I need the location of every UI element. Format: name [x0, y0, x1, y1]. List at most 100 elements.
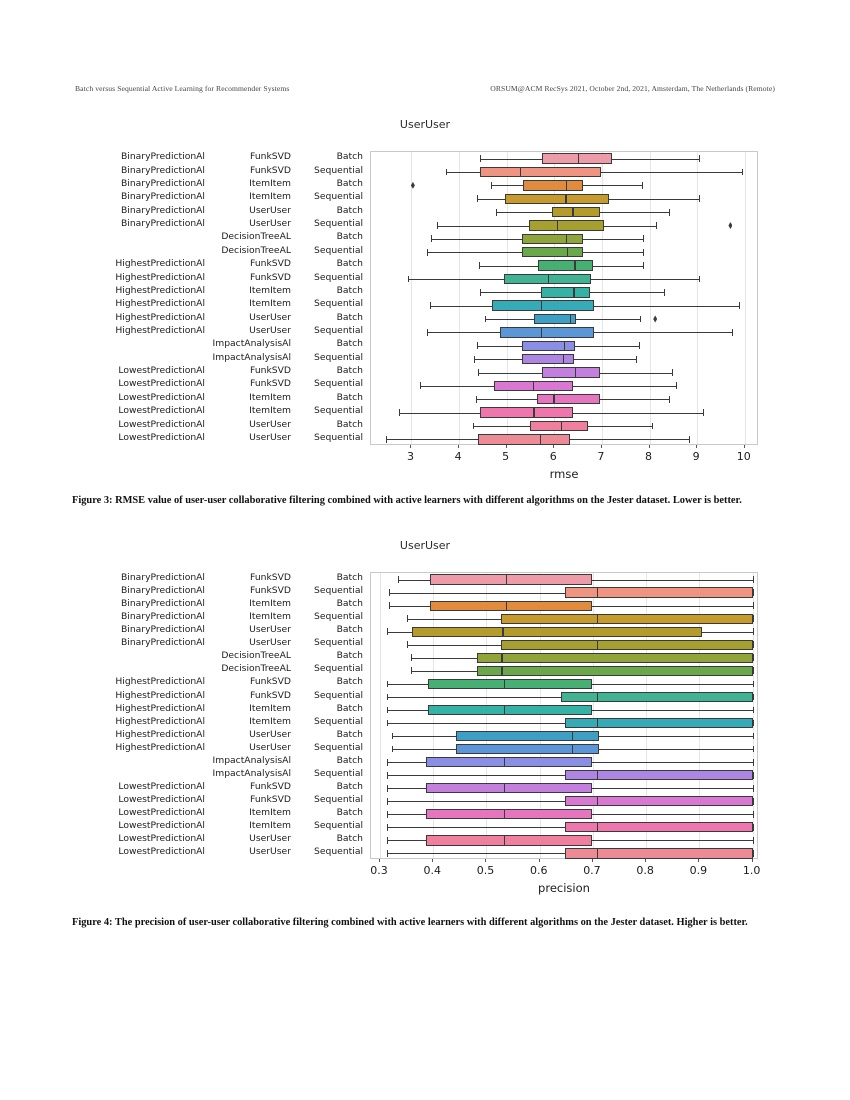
box-iqr [480, 407, 574, 418]
x-tick-mark [698, 859, 700, 862]
median-line [566, 247, 568, 258]
x-gridline [649, 152, 651, 444]
whisker-cap-high [739, 302, 740, 310]
y-label-part-3: Sequential [314, 846, 363, 858]
x-tick-mark [379, 859, 381, 862]
whisker-low [397, 579, 430, 581]
whisker-cap-low [386, 837, 388, 844]
box-iqr [542, 367, 600, 378]
figure-3: UserUser BinaryPredictionAl FunkSVD Batch B… [0, 118, 850, 481]
box-plot-row [371, 152, 759, 446]
whisker-cap-low [387, 706, 389, 714]
box-plot-row [371, 152, 759, 446]
y-label-part-3: Batch [336, 338, 363, 350]
whisker-high [574, 359, 637, 361]
x-tick-mark [645, 859, 647, 862]
x-tick-mark [591, 859, 593, 862]
box-iqr [534, 313, 577, 325]
median-line [596, 587, 598, 598]
y-axis-tick-label: LowestPredictionAl UserUser Batch [73, 419, 363, 428]
box-iqr [521, 353, 575, 365]
median-line [533, 407, 535, 418]
whisker-high [604, 225, 656, 227]
whisker-cap-low [386, 758, 388, 766]
y-label-part-2: ItemItem [249, 284, 291, 296]
median-line [573, 287, 575, 298]
whisker-high [572, 385, 676, 387]
x-tick-label: 1.0 [742, 864, 761, 877]
y-label-part-2: ItemItem [249, 819, 291, 831]
box-plot-row [371, 152, 759, 446]
whisker-low [420, 385, 494, 387]
whisker-cap-low [427, 328, 429, 336]
y-label-part-1: HighestPredictionAl [115, 741, 205, 753]
y-axis-tick-label: LowestPredictionAl UserUser Batch [73, 834, 363, 843]
median-line [596, 822, 598, 833]
whisker-low [479, 158, 542, 160]
median-line [506, 574, 508, 585]
y-label-part-1: LowestPredictionAl [118, 405, 205, 417]
y-label-part-3: Batch [336, 572, 363, 584]
y-label-part-2: UserUser [249, 728, 291, 740]
median-line [562, 353, 565, 365]
median-line [547, 273, 549, 285]
whisker-cap-high [741, 168, 743, 176]
whisker-cap-low [386, 824, 388, 831]
box-plot-row [371, 573, 759, 860]
figure-3-chart-title: UserUser [399, 118, 451, 131]
whisker-cap-high [752, 602, 754, 609]
whisker-cap-high [643, 235, 645, 243]
whisker-cap-low [387, 628, 389, 636]
x-tick-label: 0.6 [529, 864, 548, 877]
y-label-part-3: Sequential [314, 244, 363, 256]
whisker-low [386, 827, 565, 829]
y-label-part-2: ItemItem [249, 391, 291, 403]
whisker-cap-high [752, 706, 754, 714]
box-iqr [427, 704, 592, 716]
whisker-cap-low [475, 395, 477, 403]
box-plot-row [371, 152, 759, 446]
whisker-low [391, 749, 456, 751]
whisker-cap-low [385, 435, 387, 443]
whisker-low [478, 372, 543, 374]
y-label-part-2: ItemItem [249, 806, 291, 818]
median-line [504, 835, 506, 846]
y-label-part-2: UserUser [249, 833, 291, 845]
x-tick-label: 0.8 [636, 864, 654, 877]
y-label-part-2: FunkSVD [250, 585, 291, 597]
whisker-cap-low [406, 641, 408, 649]
x-tick-mark [696, 445, 698, 448]
box-iqr [564, 796, 753, 807]
whisker-high [599, 736, 753, 738]
whisker-cap-low [391, 732, 393, 740]
whisker-cap-low [477, 342, 479, 350]
x-tick-label: 0.7 [583, 864, 601, 877]
whisker-cap-high [752, 628, 754, 636]
whisker-cap-high [752, 745, 754, 753]
x-gridline [433, 573, 435, 858]
x-gridline [459, 152, 461, 444]
median-line [566, 233, 568, 245]
whisker-cap-high [651, 422, 653, 430]
y-label-part-1: BinaryPredictionAl [120, 611, 205, 623]
x-tick-label: 0.5 [476, 864, 495, 877]
whisker-cap-low [496, 208, 498, 216]
y-label-part-2: UserUser [249, 624, 291, 636]
y-label-part-3: Batch [336, 365, 363, 377]
y-label-part-1: HighestPredictionAl [115, 311, 205, 323]
y-label-part-3: Batch [336, 178, 363, 189]
running-header: Batch versus Sequential Active Learning … [75, 84, 775, 93]
box-plot-row [371, 152, 759, 446]
y-label-part-2: FunkSVD [250, 780, 291, 792]
whisker-low [399, 412, 481, 414]
y-label-part-2: ImpactAnalysisAl [212, 338, 291, 350]
y-axis-tick-label: BinaryPredictionAl UserUser Sequential [73, 638, 363, 647]
y-label-part-3: Sequential [314, 767, 363, 779]
whisker-low [445, 172, 481, 174]
y-label-part-1: HighestPredictionAl [115, 258, 205, 270]
figure-3-caption: Figure 3: RMSE value of user-user collab… [72, 495, 742, 506]
whisker-cap-low [420, 382, 422, 390]
box-iqr [505, 193, 610, 204]
box-plot-row [371, 573, 759, 860]
box-iqr [522, 340, 576, 351]
